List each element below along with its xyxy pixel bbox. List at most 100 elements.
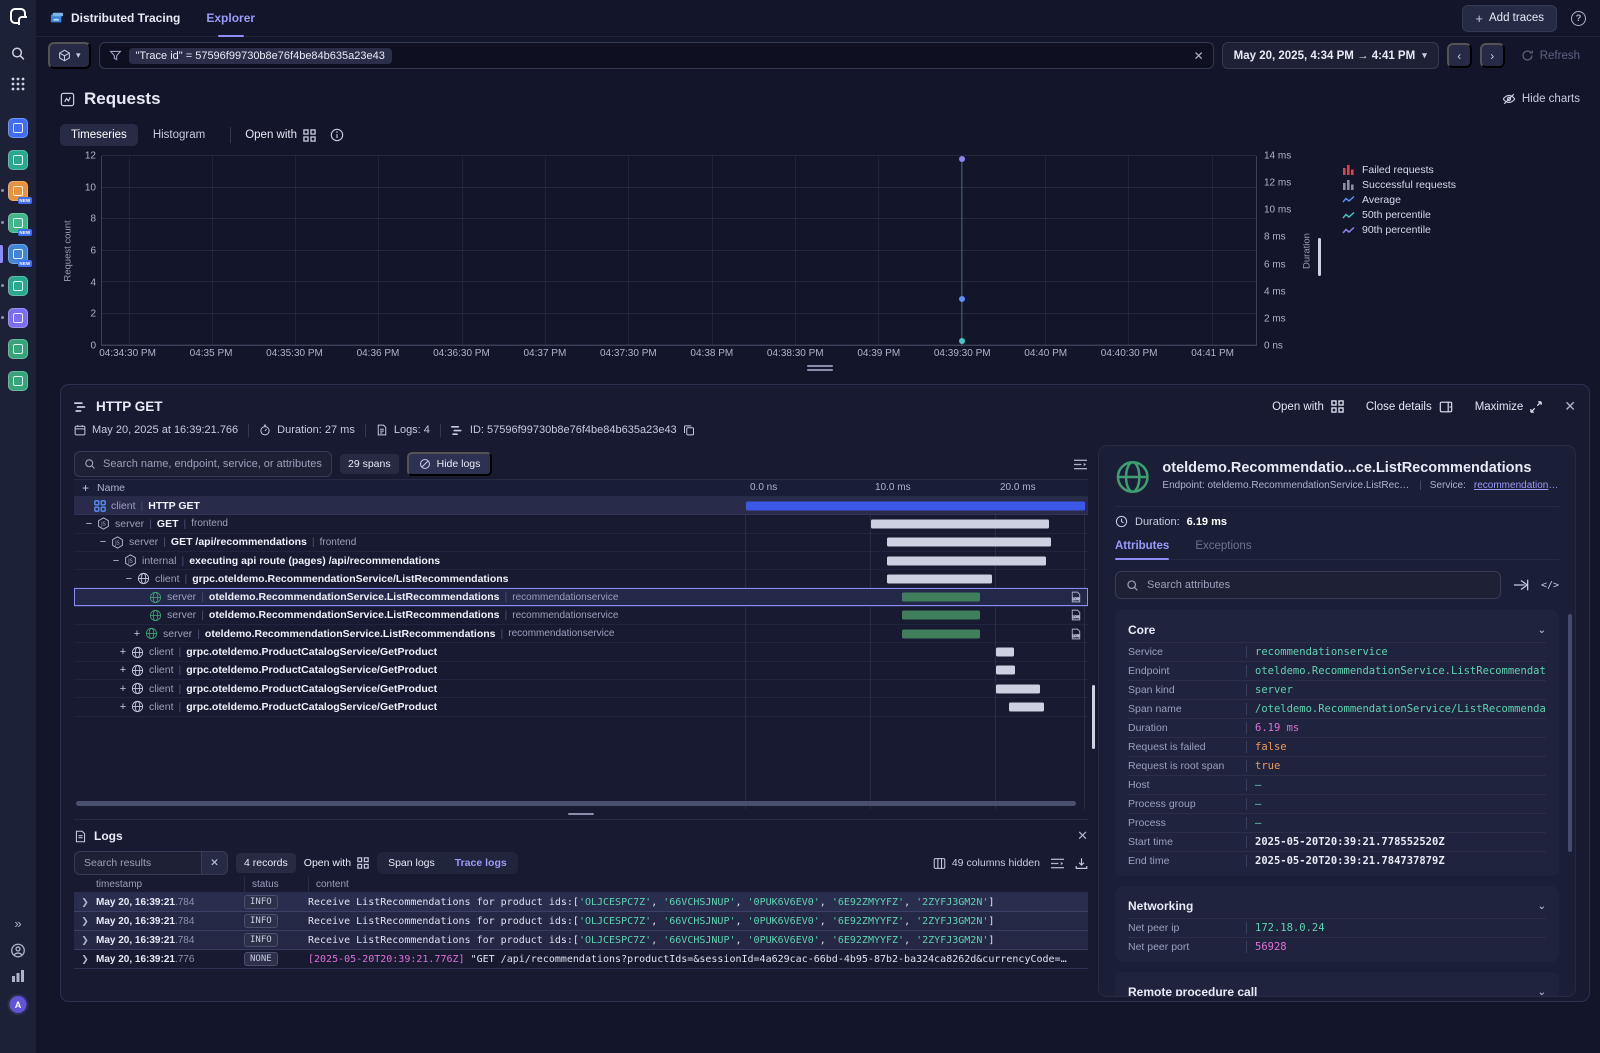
span-expander-icon[interactable]: + bbox=[116, 701, 130, 713]
data-point-50th-percentile[interactable] bbox=[959, 338, 965, 344]
attribute-row[interactable]: Span kindserver bbox=[1128, 680, 1546, 699]
legend-item-failed-requests[interactable]: Failed requests bbox=[1342, 162, 1580, 177]
expand-all-icon[interactable]: + bbox=[82, 481, 89, 495]
open-with-button[interactable]: Open with bbox=[245, 129, 316, 142]
logs-resize-handle[interactable] bbox=[74, 809, 1088, 819]
time-next-button[interactable]: › bbox=[1480, 43, 1505, 68]
span-duration-bar[interactable] bbox=[996, 648, 1014, 657]
span-row[interactable]: −JSserver|GET|frontend bbox=[74, 515, 1088, 533]
usage-icon[interactable] bbox=[11, 969, 25, 983]
span-expander-icon[interactable]: − bbox=[82, 518, 96, 530]
span-row[interactable]: +client|grpc.oteldemo.ProductCatalogServ… bbox=[74, 662, 1088, 680]
clear-logs-search-icon[interactable]: ✕ bbox=[202, 851, 228, 875]
attributes-search-input[interactable]: Search attributes bbox=[1115, 571, 1501, 599]
log-row[interactable]: ❯May 20, 16:39:21.784INFOReceive ListRec… bbox=[74, 912, 1088, 931]
span-duration-bar[interactable] bbox=[996, 666, 1015, 675]
chart-resize-handle[interactable] bbox=[60, 362, 1580, 374]
row-expand-icon[interactable]: ❯ bbox=[74, 954, 96, 965]
data-point-average[interactable] bbox=[959, 296, 965, 302]
apps-grid-icon[interactable] bbox=[11, 77, 25, 91]
legend-item-successful-requests[interactable]: Successful requests bbox=[1342, 177, 1580, 192]
sidebar-app-logs-report-2[interactable] bbox=[8, 371, 28, 391]
attribute-row[interactable]: Span name/oteldemo.RecommendationService… bbox=[1128, 699, 1546, 718]
span-row[interactable]: −client|grpc.oteldemo.RecommendationServ… bbox=[74, 570, 1088, 588]
span-row[interactable]: +server|oteldemo.RecommendationService.L… bbox=[74, 625, 1088, 643]
sidebar-app-distributed-tracing[interactable]: NEW bbox=[8, 244, 28, 264]
row-settings-icon[interactable] bbox=[1073, 458, 1088, 471]
details-tab-attributes[interactable]: Attributes bbox=[1115, 540, 1169, 559]
attribute-row[interactable]: Process– bbox=[1128, 813, 1546, 832]
query-input[interactable]: "Trace id" = 57596f99730b8e76f4be84b635a… bbox=[99, 42, 1214, 69]
span-expander-icon[interactable]: + bbox=[116, 646, 130, 658]
sidebar-app-datasets[interactable] bbox=[8, 308, 28, 328]
legend-item-average[interactable]: Average bbox=[1342, 192, 1580, 207]
copy-icon[interactable] bbox=[683, 424, 695, 436]
data-point-90th-percentile[interactable] bbox=[959, 156, 965, 162]
download-icon[interactable] bbox=[1075, 857, 1088, 870]
span-expander-icon[interactable]: + bbox=[130, 628, 144, 640]
time-prev-button[interactable]: ‹ bbox=[1447, 43, 1472, 68]
user-avatar[interactable]: A bbox=[10, 996, 27, 1013]
span-duration-bar[interactable] bbox=[746, 501, 1085, 510]
hide-logs-button[interactable]: Hide logs bbox=[407, 452, 493, 476]
chevron-down-icon[interactable]: ⌄ bbox=[1538, 901, 1546, 912]
add-traces-button[interactable]: + Add traces bbox=[1462, 5, 1557, 32]
plot-area[interactable] bbox=[101, 156, 1257, 346]
refresh-button[interactable]: Refresh bbox=[1513, 49, 1588, 62]
span-duration-bar[interactable] bbox=[902, 593, 980, 602]
span-expander-icon[interactable]: − bbox=[122, 573, 136, 585]
code-view-icon[interactable]: </> bbox=[1541, 580, 1559, 591]
span-duration-bar[interactable] bbox=[996, 684, 1040, 693]
details-tab-exceptions[interactable]: Exceptions bbox=[1195, 540, 1251, 559]
span-row[interactable]: +client|grpc.oteldemo.ProductCatalogServ… bbox=[74, 680, 1088, 698]
span-expander-icon[interactable]: + bbox=[116, 664, 130, 676]
sidebar-app-apm[interactable] bbox=[8, 150, 28, 170]
sidebar-app-alerts[interactable]: NEW bbox=[8, 181, 28, 201]
span-expander-icon[interactable]: + bbox=[116, 683, 130, 695]
span-expander-icon[interactable]: − bbox=[96, 536, 110, 548]
span-duration-bar[interactable] bbox=[887, 556, 1046, 565]
account-icon[interactable] bbox=[11, 943, 26, 958]
trace-open-with-button[interactable]: Open with bbox=[1272, 400, 1344, 413]
close-panel-icon[interactable]: ✕ bbox=[1564, 398, 1576, 415]
logs-open-with-button[interactable]: Open with bbox=[304, 857, 369, 869]
wrap-lines-icon[interactable] bbox=[1050, 857, 1065, 870]
close-logs-icon[interactable]: ✕ bbox=[1077, 828, 1088, 844]
legend-item-50th-percentile[interactable]: 50th percentile bbox=[1342, 208, 1580, 223]
service-link[interactable]: recommendationse... bbox=[1474, 480, 1559, 491]
attribute-row[interactable]: Start time2025-05-20T20:39:21.778552520Z bbox=[1128, 832, 1546, 851]
info-icon[interactable] bbox=[330, 128, 344, 142]
attribute-row[interactable]: End time2025-05-20T20:39:21.784737879Z bbox=[1128, 851, 1546, 870]
span-row[interactable]: +client|grpc.oteldemo.ProductCatalogServ… bbox=[74, 698, 1088, 716]
hide-charts-button[interactable]: Hide charts bbox=[1502, 92, 1580, 106]
log-row[interactable]: ❯May 20, 16:39:21.784INFOReceive ListRec… bbox=[74, 893, 1088, 912]
logs-tab-trace-logs[interactable]: Trace logs bbox=[446, 854, 516, 872]
legend-item-90th-percentile[interactable]: 90th percentile bbox=[1342, 223, 1580, 238]
row-expand-icon[interactable]: ❯ bbox=[74, 897, 96, 908]
clear-query-icon[interactable]: ✕ bbox=[1194, 49, 1204, 63]
attribute-row[interactable]: Request is root spantrue bbox=[1128, 756, 1546, 775]
span-row[interactable]: −JSinternal|executing api route (pages) … bbox=[74, 552, 1088, 570]
tab-histogram[interactable]: Histogram bbox=[142, 124, 216, 146]
span-row[interactable]: server|oteldemo.RecommendationService.Li… bbox=[74, 607, 1088, 625]
span-search-input[interactable]: Search name, endpoint, service, or attri… bbox=[74, 451, 332, 477]
tab-explorer[interactable]: Explorer bbox=[206, 0, 255, 37]
chevron-down-icon[interactable]: ⌄ bbox=[1538, 987, 1546, 998]
chart-scrollbar[interactable] bbox=[1314, 156, 1328, 346]
span-duration-bar[interactable] bbox=[887, 538, 1051, 547]
span-log-icon[interactable]: LOG bbox=[1070, 609, 1082, 621]
details-scrollbar[interactable] bbox=[1568, 614, 1572, 852]
columns-hidden-button[interactable]: 49 columns hidden bbox=[933, 857, 1040, 870]
span-row[interactable]: server|oteldemo.RecommendationService.Li… bbox=[74, 588, 1088, 606]
span-duration-bar[interactable] bbox=[1009, 702, 1044, 711]
horizontal-scrollbar[interactable] bbox=[76, 801, 1086, 806]
product-logo-icon[interactable] bbox=[10, 8, 26, 24]
span-duration-bar[interactable] bbox=[887, 574, 992, 583]
close-details-button[interactable]: Close details bbox=[1366, 400, 1453, 414]
attribute-row[interactable]: Net peer ip172.18.0.24 bbox=[1128, 918, 1546, 937]
log-row[interactable]: ❯May 20, 16:39:21.776NONE[2025-05-20T20:… bbox=[74, 950, 1088, 969]
span-row[interactable]: client|HTTP GET bbox=[74, 497, 1088, 515]
span-duration-bar[interactable] bbox=[871, 519, 1049, 528]
attribute-row[interactable]: Servicerecommendationservice bbox=[1128, 642, 1546, 661]
help-icon[interactable]: ? bbox=[1571, 11, 1586, 26]
